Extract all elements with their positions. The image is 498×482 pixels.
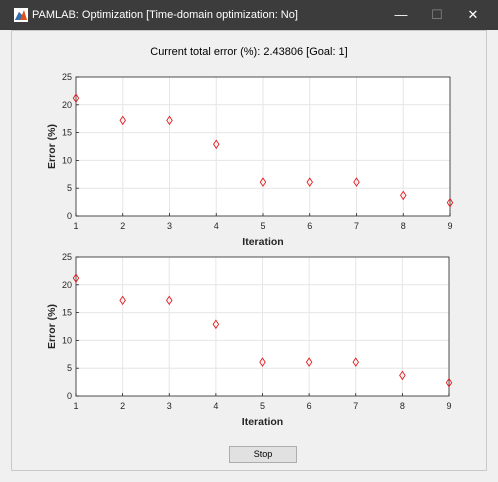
x-tick-label: 5 bbox=[260, 401, 265, 411]
x-tick-label: 5 bbox=[260, 221, 265, 231]
error-point bbox=[259, 357, 266, 367]
error-point bbox=[259, 177, 267, 187]
error-point bbox=[119, 115, 126, 126]
x-tick-label: 8 bbox=[401, 221, 406, 231]
y-tick-label: 5 bbox=[67, 363, 72, 373]
error-chart-2: 1 2 3 4 5 6 7 8 9 0 5 10 15 20 25 Iteration Error (%) bbox=[46, 252, 453, 428]
y-axis-label: Error (%) bbox=[46, 124, 58, 169]
y-tick-label: 25 bbox=[62, 252, 72, 262]
error-point bbox=[399, 370, 406, 381]
x-tick-label: 6 bbox=[307, 221, 312, 231]
x-tick-label: 2 bbox=[120, 221, 125, 231]
error-point bbox=[72, 93, 80, 103]
y-tick-label: 5 bbox=[67, 183, 72, 193]
x-tick-label: 8 bbox=[400, 401, 405, 411]
maximize-button[interactable]: ☐ bbox=[431, 7, 443, 22]
x-tick-label: 9 bbox=[447, 221, 452, 231]
window-title: PAMLAB: Optimization [Time-domain optimi… bbox=[32, 9, 298, 21]
y-tick-label: 25 bbox=[62, 72, 72, 82]
error-point bbox=[352, 357, 359, 367]
matlab-membrane-icon bbox=[14, 8, 28, 22]
error-point bbox=[166, 295, 173, 306]
x-axis-label: Iteration bbox=[242, 416, 283, 428]
error-point bbox=[306, 177, 313, 187]
x-tick-label: 4 bbox=[214, 221, 219, 231]
x-tick-label: 2 bbox=[120, 401, 125, 411]
x-tick-label: 7 bbox=[354, 221, 359, 231]
error-chart-1: 1 2 3 4 5 6 7 8 9 0 5 10 15 20 25 Iteration Error (%) bbox=[46, 72, 454, 248]
error-point bbox=[446, 197, 454, 208]
x-tick-label: 1 bbox=[73, 401, 78, 411]
y-axis-label: Error (%) bbox=[46, 304, 58, 349]
y-tick-label: 20 bbox=[62, 280, 72, 290]
y-tick-label: 0 bbox=[67, 391, 72, 401]
error-point bbox=[445, 377, 453, 388]
total-error-status: Current total error (%): 2.43806 [Goal: … bbox=[150, 46, 348, 58]
error-point bbox=[353, 177, 360, 187]
x-axis-label: Iteration bbox=[242, 236, 283, 248]
y-tick-label: 15 bbox=[62, 308, 72, 318]
error-point bbox=[166, 115, 173, 126]
error-point bbox=[72, 273, 80, 283]
x-tick-label: 3 bbox=[167, 221, 172, 231]
y-tick-label: 20 bbox=[62, 100, 72, 110]
y-tick-label: 15 bbox=[62, 128, 72, 138]
x-tick-label: 9 bbox=[446, 401, 451, 411]
x-tick-label: 3 bbox=[167, 401, 172, 411]
error-point bbox=[212, 319, 220, 330]
error-point bbox=[213, 139, 220, 150]
y-tick-label: 10 bbox=[62, 155, 72, 165]
error-point bbox=[305, 357, 313, 367]
title-bar[interactable]: PAMLAB: Optimization [Time-domain optimi… bbox=[0, 0, 498, 30]
error-point bbox=[119, 295, 126, 306]
y-tick-label: 10 bbox=[62, 335, 72, 345]
x-tick-label: 1 bbox=[73, 221, 78, 231]
x-tick-label: 6 bbox=[307, 401, 312, 411]
x-tick-label: 7 bbox=[353, 401, 358, 411]
close-button[interactable]: ✕ bbox=[467, 7, 479, 22]
y-tick-label: 0 bbox=[67, 211, 72, 221]
error-point bbox=[400, 190, 407, 201]
minimize-button[interactable]: — bbox=[394, 7, 408, 22]
x-tick-label: 4 bbox=[213, 401, 218, 411]
stop-button[interactable]: Stop bbox=[229, 446, 297, 463]
